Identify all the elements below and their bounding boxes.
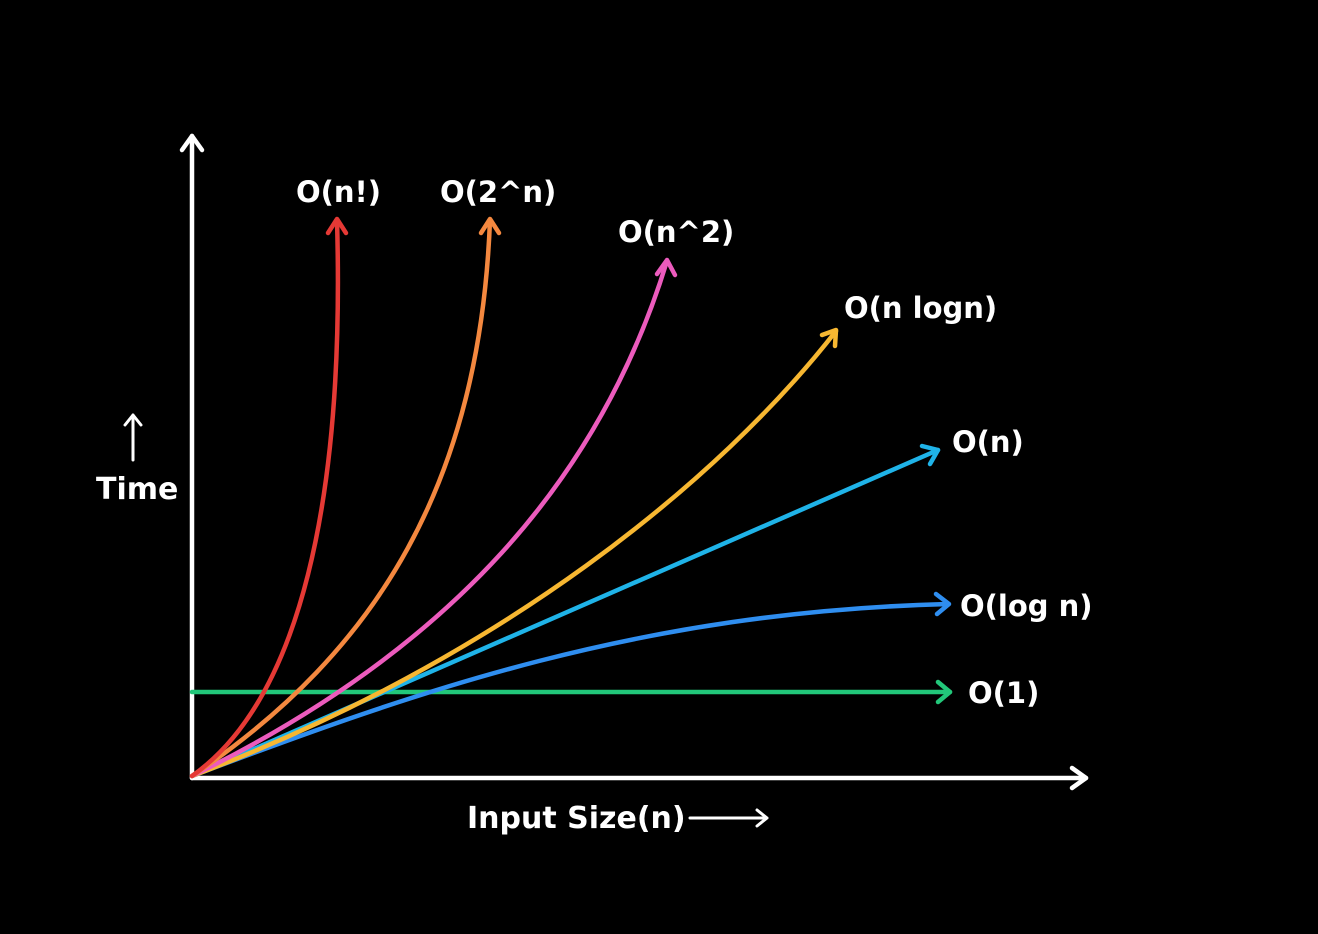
curve-log-line — [189, 601, 951, 779]
curve-exponential-arrowhead — [478, 216, 502, 236]
label-nlogn: O(n logn) — [844, 291, 997, 325]
curve-exponential-line — [189, 217, 493, 779]
curve-log — [189, 591, 952, 779]
curve-constant-arrowhead — [935, 679, 953, 705]
label-linear: O(n) — [952, 425, 1024, 459]
curve-factorial-arrowhead — [325, 216, 349, 236]
curve-nlogn-arrowhead — [819, 327, 839, 349]
curve-nlogn — [189, 327, 839, 779]
y-axis-label: Time — [96, 472, 178, 507]
label-quadratic: O(n^2) — [618, 215, 734, 249]
axes — [179, 133, 1089, 791]
label-constant: O(1) — [968, 676, 1039, 710]
label-factorial: O(n!) — [296, 175, 381, 209]
label-log: O(log n) — [960, 589, 1093, 623]
curve-nlogn-line — [189, 328, 839, 779]
curve-labels: O(n!) O(2^n) O(n^2) O(n logn) O(n) O(log… — [296, 175, 1093, 710]
y-axis-arrowhead — [179, 133, 205, 153]
x-axis-label-group: Input Size(n) — [467, 801, 769, 836]
curve-quadratic — [189, 257, 678, 779]
curve-linear-arrowhead — [919, 443, 941, 467]
x-axis-label: Input Size(n) — [467, 801, 686, 836]
time-up-arrow-icon — [123, 413, 143, 462]
curve-factorial-line — [189, 217, 341, 779]
curve-quadratic-line — [189, 258, 670, 779]
curve-constant — [189, 679, 953, 705]
curve-exponential — [189, 216, 502, 779]
curve-log-arrowhead — [933, 591, 952, 617]
y-axis-label-group: Time — [96, 413, 178, 507]
input-size-right-arrow-icon — [688, 808, 769, 828]
curve-factorial — [189, 216, 349, 779]
label-exponential: O(2^n) — [440, 175, 556, 209]
curve-quadratic-arrowhead — [654, 257, 678, 278]
x-axis-arrowhead — [1069, 765, 1089, 791]
